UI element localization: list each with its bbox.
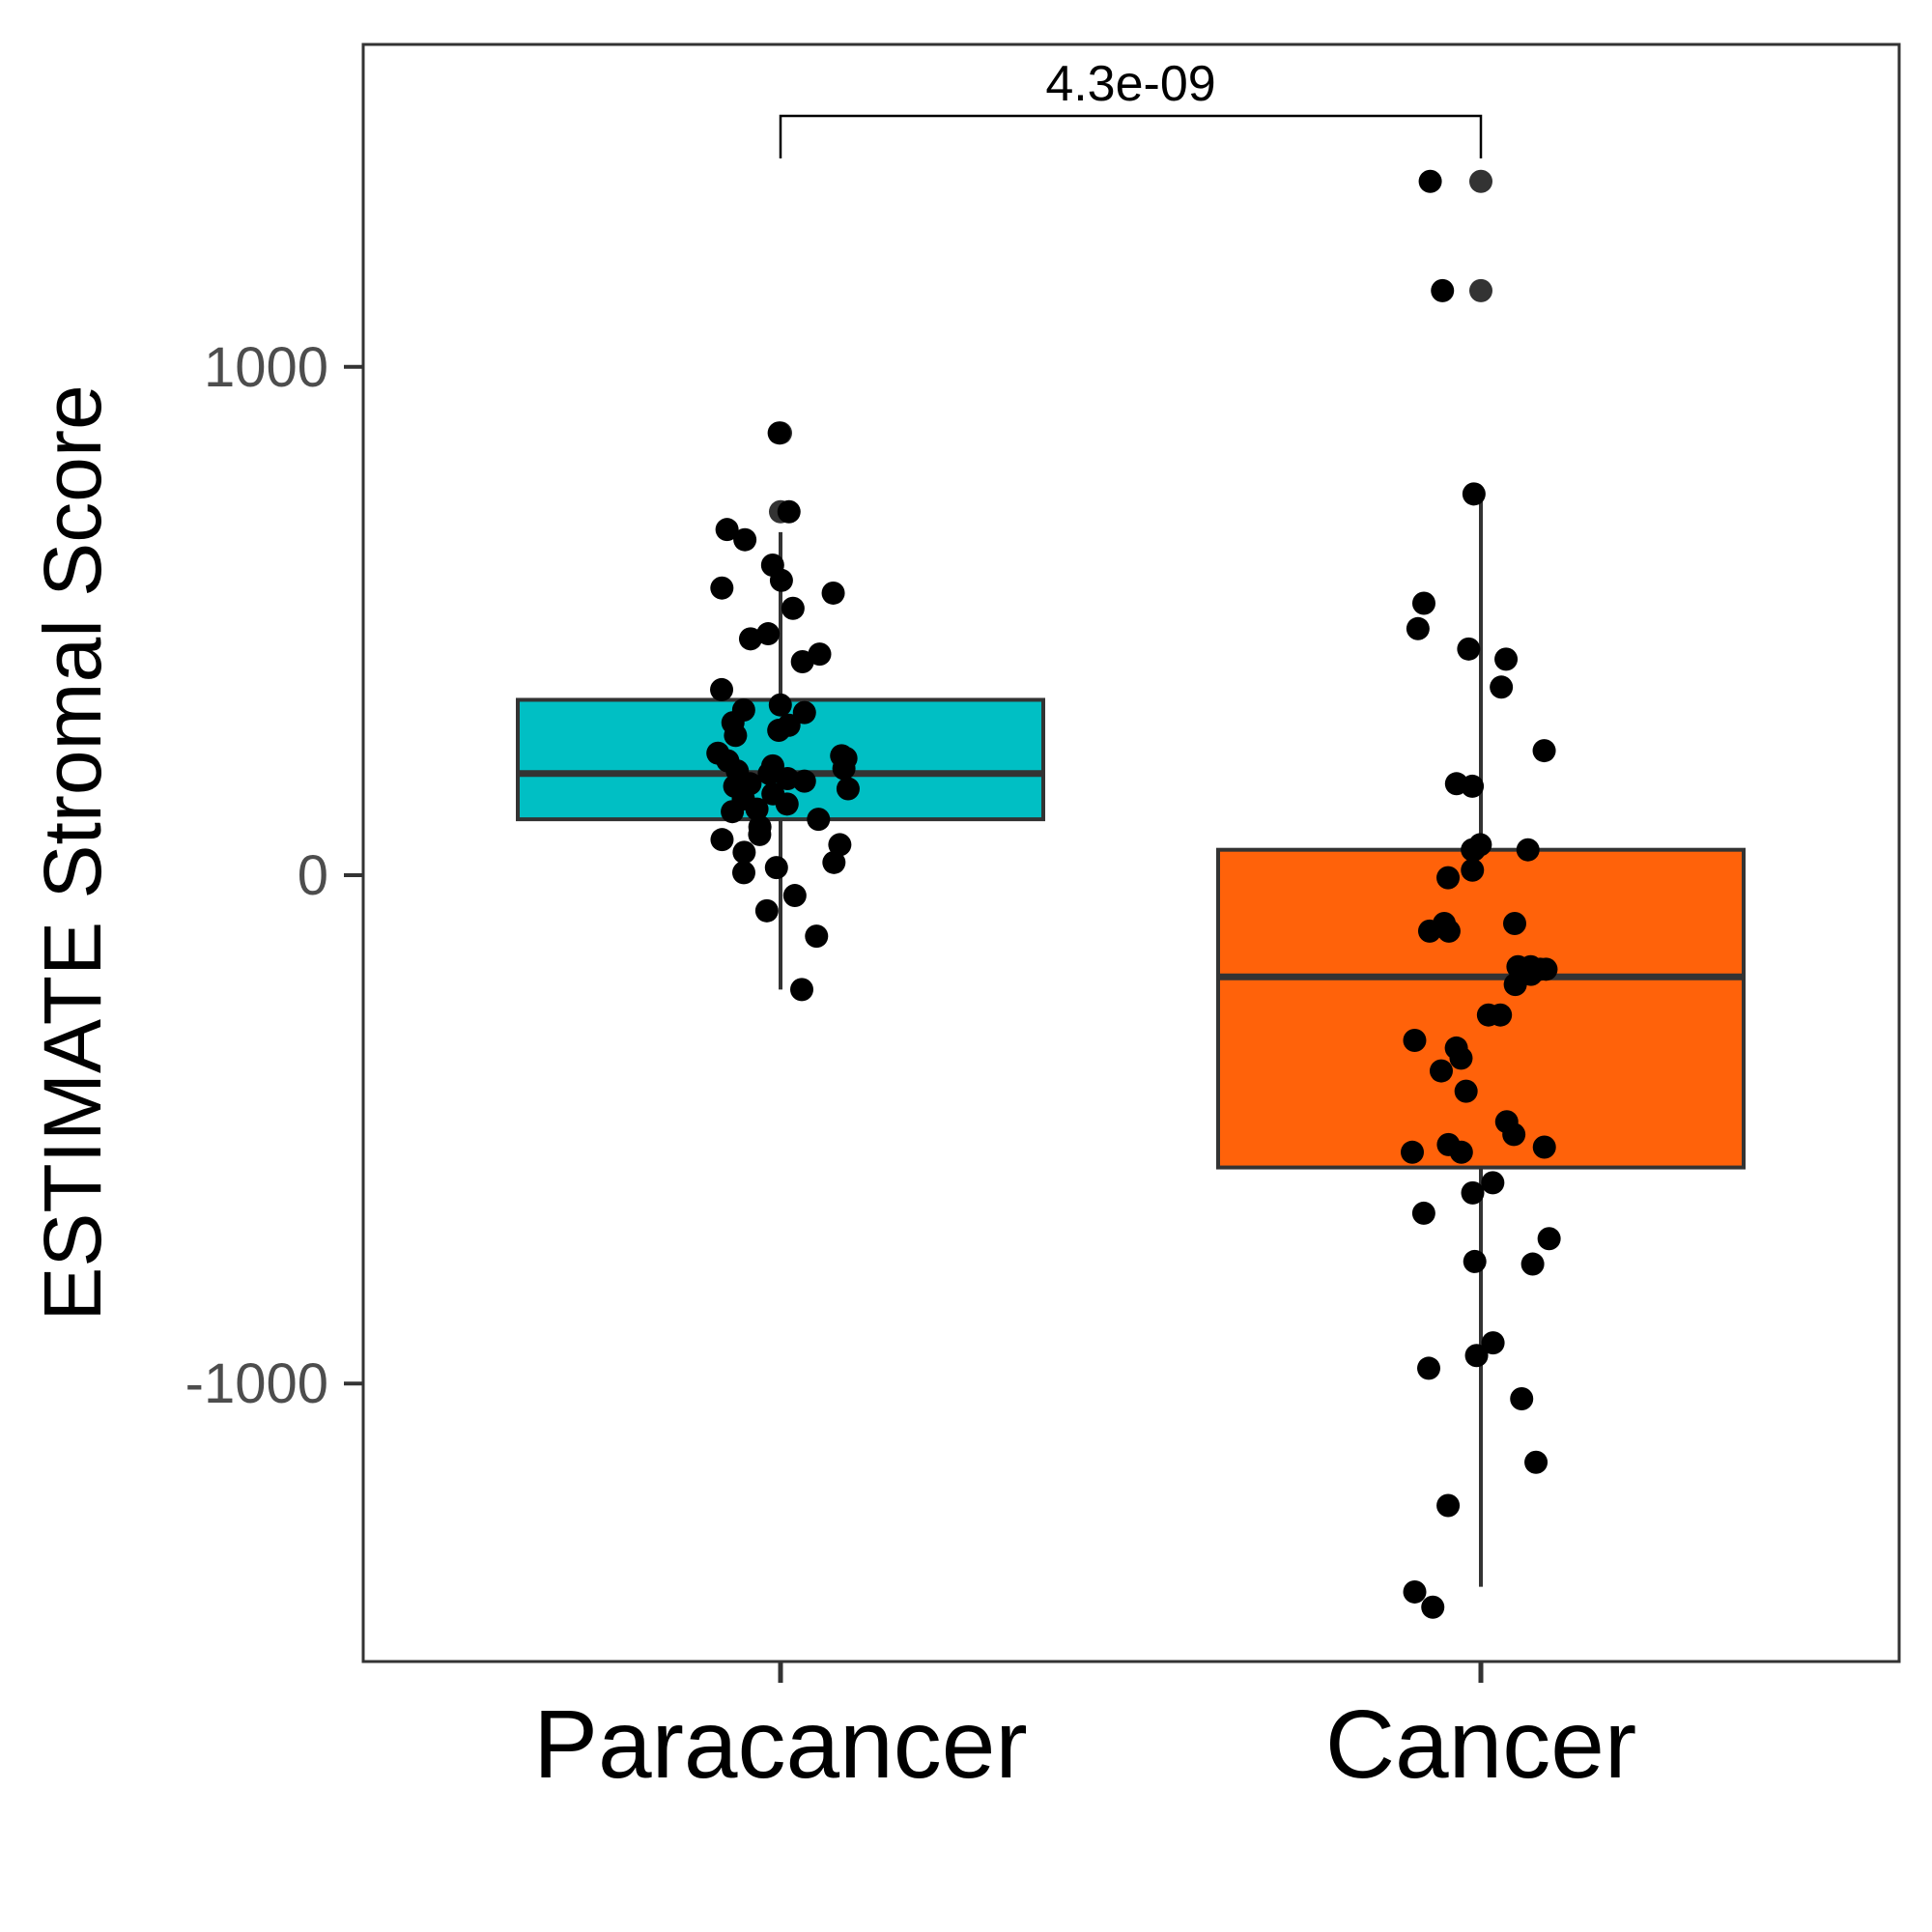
data-point: [781, 596, 805, 620]
data-point: [1418, 169, 1442, 193]
data-point: [1490, 675, 1514, 699]
data-point: [1431, 278, 1455, 302]
data-point: [792, 700, 816, 724]
data-point: [767, 719, 791, 743]
x-tick-label-cancer: Cancer: [1325, 1690, 1636, 1799]
data-point: [1463, 1249, 1487, 1273]
data-point: [1461, 774, 1485, 798]
data-point: [1532, 739, 1556, 763]
data-point: [738, 627, 762, 651]
data-point: [805, 924, 829, 949]
data-point: [775, 792, 799, 816]
data-point: [1494, 647, 1519, 671]
data-point: [782, 884, 807, 908]
data-point: [832, 756, 856, 781]
data-point: [1421, 1595, 1445, 1619]
data-point: [807, 808, 831, 832]
data-point: [724, 724, 748, 748]
outlier-point: [1469, 169, 1492, 193]
data-point: [1417, 919, 1441, 943]
data-point: [1457, 637, 1481, 661]
panel-border: [361, 43, 1901, 1663]
data-point: [777, 499, 801, 524]
data-point: [769, 568, 793, 592]
data-point: [1449, 1140, 1473, 1164]
outlier-point: [1469, 278, 1492, 302]
data-point: [745, 797, 769, 821]
data-point: [1462, 482, 1486, 506]
data-point: [710, 677, 734, 701]
data-point: [1411, 1201, 1435, 1225]
data-point: [790, 978, 814, 1002]
data-point: [733, 527, 757, 552]
data-point: [710, 828, 734, 852]
y-tick-label-0: 0: [298, 844, 328, 907]
data-point: [790, 649, 814, 673]
points-layer: [706, 169, 1561, 1619]
data-point: [1502, 911, 1526, 935]
data-point: [731, 861, 755, 885]
y-tick-label-1000: 1000: [204, 336, 328, 399]
data-point: [1406, 616, 1430, 640]
y-tick-label-neg1000: -1000: [185, 1352, 328, 1415]
data-point: [756, 622, 781, 646]
data-point: [768, 693, 792, 717]
data-point: [1461, 858, 1485, 882]
data-point: [821, 581, 845, 605]
data-point: [1532, 1135, 1556, 1159]
y-axis-title: ESTIMATE Stromal Score: [27, 384, 118, 1321]
data-point: [1481, 1171, 1505, 1195]
comparison-layer: 4.3e-09: [779, 56, 1483, 158]
data-point: [1417, 1356, 1441, 1380]
data-point: [1462, 838, 1486, 862]
data-point: [1464, 1344, 1489, 1368]
data-point: [1401, 1140, 1425, 1164]
data-point: [836, 777, 860, 801]
data-point: [1502, 1122, 1526, 1147]
data-point: [1537, 1227, 1561, 1251]
data-point: [1436, 866, 1461, 890]
data-point: [748, 822, 772, 846]
data-point: [1403, 1579, 1427, 1604]
data-point: [792, 769, 816, 793]
data-point: [1403, 1029, 1427, 1053]
data-point: [1436, 1493, 1461, 1518]
comparison-bracket: [779, 114, 1483, 158]
data-point: [1476, 1003, 1500, 1027]
data-point: [732, 840, 756, 865]
data-point: [710, 576, 734, 600]
data-point: [1520, 1252, 1545, 1276]
data-point: [1481, 1331, 1505, 1355]
data-point: [1461, 1180, 1485, 1205]
x-tick-label-paracancer: Paracancer: [533, 1690, 1027, 1799]
data-point: [1436, 919, 1461, 943]
data-point: [1449, 1046, 1473, 1070]
data-point: [754, 898, 779, 923]
data-point: [715, 518, 739, 542]
data-point: [828, 833, 852, 857]
data-point: [1503, 973, 1527, 997]
y-axis: 1000 0 -1000: [185, 336, 363, 1415]
data-point: [1516, 838, 1540, 862]
data-point: [1524, 1450, 1548, 1474]
data-point: [1411, 591, 1435, 615]
data-point: [822, 850, 846, 874]
data-point: [1510, 1386, 1534, 1410]
x-axis: Paracancer Cancer: [533, 1662, 1636, 1799]
p-value-label: 4.3e-09: [1045, 56, 1215, 112]
data-point: [767, 421, 791, 445]
data-point: [1429, 1059, 1453, 1083]
data-point: [721, 800, 745, 824]
data-point: [757, 761, 781, 785]
data-point: [764, 856, 788, 880]
data-point: [1454, 1079, 1478, 1103]
